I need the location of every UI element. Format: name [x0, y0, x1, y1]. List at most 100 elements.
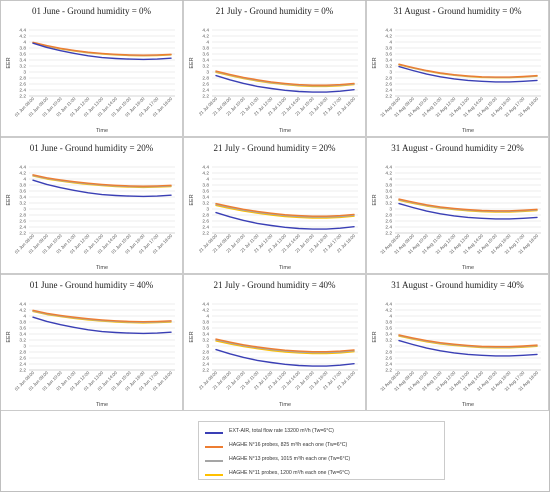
y-tick-label: 2.2 [202, 231, 209, 237]
y-tick-label: 3 [389, 70, 392, 76]
y-tick-label: 3 [206, 207, 209, 213]
y-tick-label: 4 [206, 40, 209, 46]
x-axis-label: Time [96, 402, 108, 408]
y-tick-label: 4 [389, 177, 392, 183]
y-tick-label: 3.2 [385, 64, 392, 70]
chart-panel: 01 June - Ground humidity = 20% 2.22.42.6… [0, 137, 183, 274]
y-tick-label: 3.4 [202, 195, 209, 201]
series-line [215, 203, 355, 218]
series-line [32, 174, 172, 187]
x-axis-label: Time [279, 265, 291, 271]
y-tick-label: 2.4 [19, 362, 26, 368]
chart-title: 31 August - Ground humidity = 20% [391, 143, 524, 153]
y-tick-label: 2.2 [19, 368, 26, 374]
y-axis-label: EER [6, 194, 12, 205]
x-axis-label: Time [96, 265, 108, 271]
y-tick-label: 2.6 [385, 82, 392, 88]
legend-swatch [205, 460, 223, 462]
y-axis-label: EER [372, 194, 378, 205]
y-tick-label: 4 [206, 314, 209, 320]
y-tick-label: 3.2 [202, 64, 209, 70]
legend-item: HAGHE N°16 probes, 825 m³/h each one (Tw… [205, 442, 445, 452]
legend-box [198, 421, 445, 480]
y-tick-label: 3.2 [202, 201, 209, 207]
panel-border [0, 137, 183, 274]
chart-title: 21 July - Ground humidity = 0% [216, 6, 334, 16]
series-line [215, 340, 355, 355]
y-tick-label: 2.4 [202, 225, 209, 231]
series-line [215, 70, 355, 86]
legend-label: HAGHE N°11 probes, 1200 m³/h each one (T… [229, 470, 350, 476]
y-tick-label: 4.4 [202, 28, 209, 34]
legend-swatch [205, 446, 223, 448]
series-line [398, 65, 538, 83]
panel-border [0, 274, 183, 411]
legend-item: EXT-AIR, total flow rate 13200 m³/h (Tw=… [205, 428, 445, 438]
y-tick-label: 2.4 [385, 225, 392, 231]
y-tick-label: 3.4 [19, 332, 26, 338]
y-tick-label: 4 [389, 314, 392, 320]
legend-swatch [205, 432, 223, 434]
y-tick-label: 4.2 [19, 171, 26, 177]
y-tick-label: 4.4 [202, 165, 209, 171]
y-tick-label: 4.4 [385, 28, 392, 34]
y-tick-label: 3.6 [202, 189, 209, 195]
y-tick-label: 3 [389, 207, 392, 213]
y-tick-label: 3.2 [385, 338, 392, 344]
y-tick-label: 3.6 [385, 189, 392, 195]
y-tick-label: 4 [389, 40, 392, 46]
chart-panel: 21 July - Ground humidity = 0% 2.22.42.62… [183, 0, 366, 137]
y-tick-label: 4.2 [19, 34, 26, 40]
panel-border [183, 274, 366, 411]
y-tick-label: 2.8 [385, 76, 392, 82]
y-tick-label: 3.4 [385, 58, 392, 64]
chart-title: 21 July - Ground humidity = 40% [213, 280, 336, 290]
x-axis-label: Time [462, 128, 474, 134]
y-tick-label: 3 [23, 344, 26, 350]
series-line [215, 204, 355, 219]
legend-label: EXT-AIR, total flow rate 13200 m³/h (Tw=… [229, 428, 334, 434]
chart-panel: 31 August - Ground humidity = 40%2.22.42… [366, 274, 549, 411]
y-tick-label: 2.2 [19, 94, 26, 100]
y-tick-label: 2.8 [19, 213, 26, 219]
chart-title: 01 June - Ground humidity = 20% [30, 143, 154, 153]
y-tick-label: 3.8 [202, 183, 209, 189]
series-line [32, 179, 172, 198]
y-tick-label: 4.4 [19, 165, 26, 171]
x-axis-label: Time [279, 402, 291, 408]
y-tick-label: 2.8 [385, 213, 392, 219]
chart-title: 21 July - Ground humidity = 20% [213, 143, 336, 153]
y-axis-label: EER [372, 331, 378, 342]
x-axis-label: Time [462, 402, 474, 408]
chart-panel: 31 August - Ground humidity = 20%2.22.42… [366, 137, 549, 274]
x-axis-label: Time [279, 128, 291, 134]
series-line [215, 211, 355, 230]
y-tick-label: 4.2 [385, 308, 392, 314]
y-tick-label: 3.8 [19, 320, 26, 326]
y-tick-label: 2.6 [19, 356, 26, 362]
y-tick-label: 3.6 [19, 189, 26, 195]
chart-title: 31 August - Ground humidity = 40% [391, 280, 524, 290]
y-tick-label: 2.2 [202, 368, 209, 374]
legend-label: HAGHE N°16 probes, 825 m³/h each one (Tw… [229, 442, 348, 448]
y-axis-label: EER [6, 57, 12, 68]
y-tick-label: 4.4 [19, 302, 26, 308]
y-axis-label: EER [189, 194, 195, 205]
chart-panel: 01 June - Ground humidity = 40% 2.22.42.6… [0, 274, 183, 411]
y-tick-label: 3.2 [19, 64, 26, 70]
y-tick-label: 2.6 [202, 356, 209, 362]
y-tick-label: 3.6 [385, 326, 392, 332]
y-tick-label: 4.2 [385, 171, 392, 177]
chart-title: 01 June - Ground humidity = 0% [32, 6, 152, 16]
series-line [215, 338, 355, 353]
chart-panel: 31 August - Ground humidity = 0%2.22.42.… [366, 0, 549, 137]
y-tick-label: 2.2 [385, 368, 392, 374]
y-tick-label: 4.4 [202, 302, 209, 308]
y-tick-label: 3.4 [19, 58, 26, 64]
y-tick-label: 2.4 [19, 225, 26, 231]
y-tick-label: 3.8 [385, 46, 392, 52]
legend-item: HAGHE N°13 probes, 1015 m³/h each one (T… [205, 456, 445, 466]
y-tick-label: 3 [206, 344, 209, 350]
y-tick-label: 3.4 [202, 58, 209, 64]
y-axis-label: EER [189, 331, 195, 342]
